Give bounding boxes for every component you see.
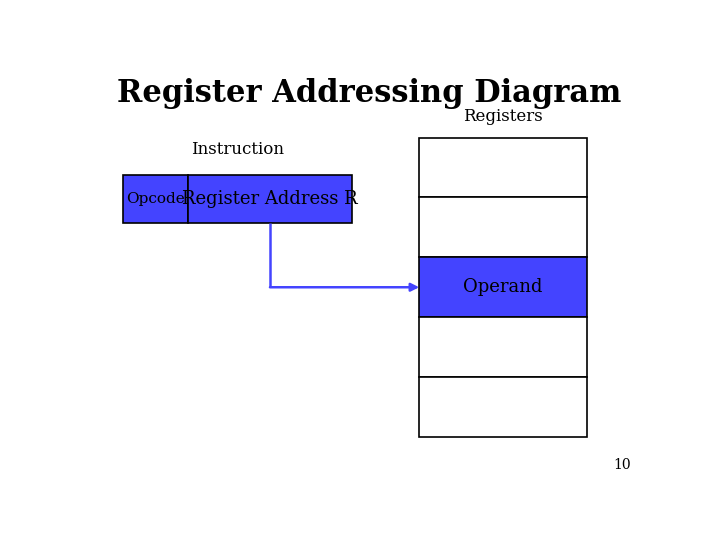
Text: Opcode: Opcode [126,192,185,206]
Bar [419,377,587,437]
Text: Register Addressing Diagram: Register Addressing Diagram [117,78,621,110]
Text: Instruction: Instruction [192,141,284,158]
Text: Register Address R: Register Address R [182,190,358,208]
Bar [419,258,587,317]
Text: Registers: Registers [463,108,543,125]
Text: 10: 10 [613,458,631,472]
Text: Operand: Operand [463,278,543,296]
Bar [188,175,352,223]
Bar [419,198,587,258]
Bar [124,175,188,223]
Bar [419,317,587,377]
Bar [419,138,587,198]
